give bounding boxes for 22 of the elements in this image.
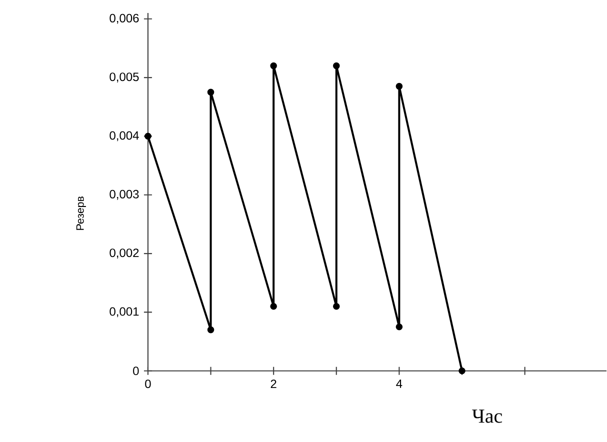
y-tick-label: 0,005 <box>110 72 139 83</box>
point <box>207 326 214 334</box>
point <box>270 62 277 70</box>
point <box>458 368 466 374</box>
y-axis-title: Резерв <box>76 196 86 230</box>
y-tick-label: 0 <box>133 366 139 376</box>
x-tick-label: 4 <box>396 380 402 388</box>
y-tick-label: 0,002 <box>110 248 139 259</box>
point <box>332 303 340 310</box>
point <box>207 88 214 96</box>
point <box>396 82 403 90</box>
x-tick-label: 0 <box>145 380 151 388</box>
y-tick-label: 0,003 <box>110 190 139 200</box>
y-tick-label: 0,006 <box>110 14 139 24</box>
point <box>144 132 152 140</box>
point <box>270 303 277 310</box>
y-tick-label: 0,001 <box>110 307 139 318</box>
x-tick-label: 2 <box>270 380 276 388</box>
point <box>396 324 403 330</box>
x-axis-title: Час <box>472 410 502 423</box>
y-tick-label: 0,004 <box>110 131 139 142</box>
point <box>332 62 340 70</box>
